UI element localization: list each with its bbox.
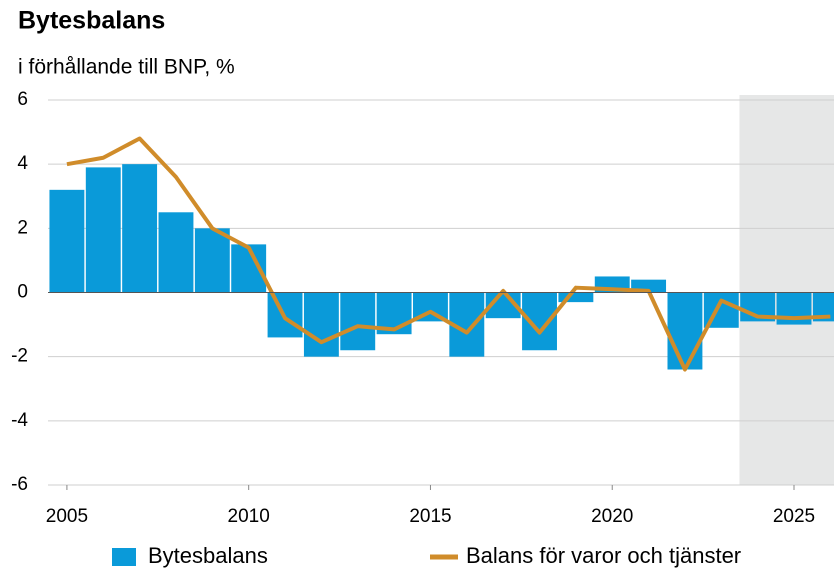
y-tick-label: 0 [17, 282, 28, 303]
bar [667, 292, 703, 370]
plot [49, 136, 834, 372]
legend-label: Bytesbalans [148, 543, 268, 568]
x-tick-label: 2010 [228, 506, 270, 527]
legend-swatch [112, 548, 136, 566]
y-tick-label: -4 [11, 410, 28, 431]
x-tick-label: 2015 [409, 506, 451, 527]
x-tick-label: 2025 [773, 506, 815, 527]
bar [194, 228, 230, 293]
bar [122, 164, 158, 293]
bar [85, 167, 121, 293]
chart-title: Bytesbalans [18, 7, 165, 35]
y-tick-label: 4 [17, 153, 28, 174]
bar [812, 292, 834, 322]
x-tick-label: 2020 [591, 506, 633, 527]
legend-label: Balans för varor och tjänster [466, 543, 741, 568]
bar [340, 292, 376, 351]
forecast-shade [739, 95, 834, 485]
chart-subtitle: i förhållande till BNP, % [18, 56, 235, 79]
bar [49, 189, 85, 293]
bar [303, 292, 339, 357]
x-tick-label: 2005 [46, 506, 88, 527]
y-tick-label: -6 [11, 474, 28, 495]
bar [158, 212, 194, 293]
bar [558, 292, 594, 303]
line [66, 136, 831, 372]
y-tick-label: -2 [11, 346, 28, 367]
y-tick-label: 2 [17, 217, 28, 238]
y-tick-label: 6 [17, 89, 28, 110]
